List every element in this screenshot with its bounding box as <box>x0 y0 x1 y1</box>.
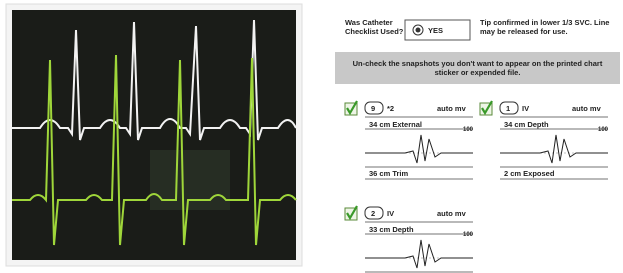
scale-label: 100 <box>598 126 608 135</box>
mode-label: auto mv <box>437 209 466 218</box>
waveform <box>500 135 608 163</box>
scale-label: 100 <box>463 231 473 240</box>
top-label: 33 cm Depth <box>369 225 414 234</box>
snapshot-number: 9 <box>371 104 375 113</box>
graphics <box>0 0 623 273</box>
mode-label: auto mv <box>437 104 466 113</box>
mode-label: auto mv <box>572 104 601 113</box>
instruction-text: Un-check the snapshots you don't want to… <box>345 59 610 77</box>
top-label: 34 cm External <box>369 120 422 129</box>
bottom-label: 2 cm Exposed <box>504 169 554 178</box>
waveform <box>365 240 473 268</box>
top-label: 34 cm Depth <box>504 120 549 129</box>
waveform <box>365 135 473 163</box>
tip-note: Tip confirmed in lower 1/3 SVC. Line may… <box>480 18 620 36</box>
checklist-question: Was Catheter Checklist Used? <box>345 18 405 36</box>
lead-label: *2 <box>387 104 394 113</box>
bottom-label: 36 cm Trim <box>369 169 408 178</box>
snapshot-number: 1 <box>506 104 510 113</box>
scale-label: 100 <box>463 126 473 135</box>
lead-label: IV <box>387 209 394 218</box>
radio-dot <box>416 28 421 33</box>
lead-label: IV <box>522 104 529 113</box>
screen: Was Catheter Checklist Used? YES Tip con… <box>0 0 623 273</box>
yes-label[interactable]: YES <box>428 26 443 35</box>
snapshot-number: 2 <box>371 209 375 218</box>
